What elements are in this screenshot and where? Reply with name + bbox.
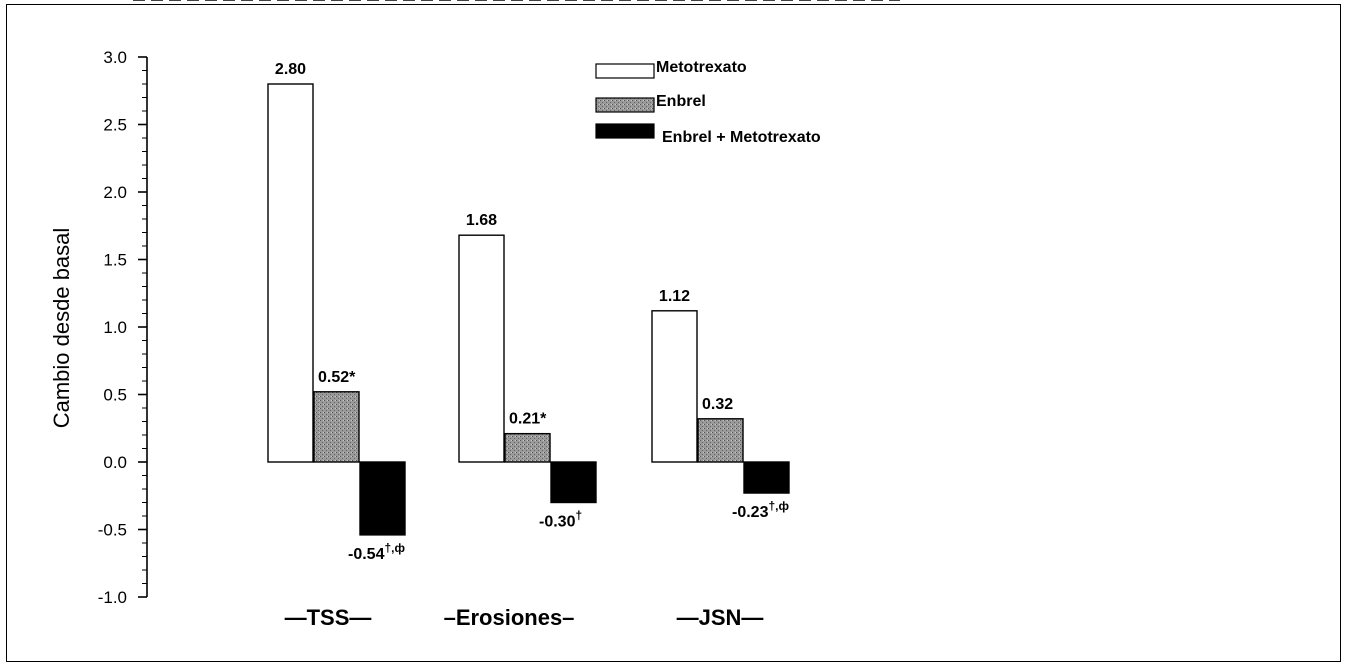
- y-tick-label: 0.0: [103, 453, 127, 472]
- figure-frame: [6, 4, 1341, 662]
- y-tick-label: 2.0: [103, 183, 127, 202]
- legend-label: Metotrexato: [656, 59, 747, 76]
- data-label: -0.23†,ф: [732, 499, 789, 521]
- category-label-tss: —TSS—: [285, 605, 372, 630]
- data-label: 2.80: [275, 61, 306, 78]
- data-label: 1.68: [466, 212, 497, 229]
- data-label: 0.21*: [509, 411, 547, 428]
- y-tick-label: 1.5: [103, 251, 127, 270]
- data-label: 0.52*: [318, 369, 356, 386]
- bar-jsn-3: [743, 461, 790, 494]
- bar-tss-3: [359, 461, 406, 536]
- data-label: -0.54†,ф: [348, 541, 405, 563]
- y-tick-label: 0.5: [103, 386, 127, 405]
- legend-swatch: [595, 63, 655, 79]
- y-tick-label: -1.0: [98, 588, 127, 607]
- bar-jsn-2: [697, 418, 744, 463]
- y-axis-title: Cambio desde basal: [49, 228, 74, 429]
- category-labels: —TSS— –Erosiones– —JSN—: [285, 605, 764, 630]
- legend-swatch: [595, 123, 655, 139]
- y-tick-label: 1.0: [103, 318, 127, 337]
- bar-erosiones-1: [458, 234, 505, 463]
- bar-erosiones-3: [550, 461, 597, 504]
- legend-swatch: [595, 97, 655, 113]
- data-label: 1.12: [659, 288, 690, 305]
- bar-tss-1: [267, 83, 314, 463]
- y-axis: 3.0 2.5 2.0 1.5 1.0 0.5 0.0 -0.5 -1.0: [98, 48, 148, 607]
- data-label: 0.32: [702, 396, 733, 413]
- legend-label: Enbrel: [656, 93, 706, 110]
- category-label-erosiones: –Erosiones–: [444, 605, 575, 630]
- data-label: -0.30†: [539, 509, 582, 531]
- y-tick-label: -0.5: [98, 521, 127, 540]
- bar-erosiones-2: [504, 432, 551, 463]
- bars-layer: 2.80 0.52* -0.54†,ф 1.68 0.21* -0.30† 1.12 0.32…: [267, 61, 790, 563]
- legend-label: Enbrel + Metotrexato: [662, 129, 821, 146]
- bar-jsn-1: [651, 310, 698, 463]
- bar-tss-2: [313, 391, 360, 463]
- y-tick-label: 3.0: [103, 48, 127, 67]
- category-label-jsn: —JSN—: [677, 605, 764, 630]
- y-tick-label: 2.5: [103, 116, 127, 135]
- legend: Metotrexato Enbrel Enbrel + Metotrexato: [595, 59, 821, 146]
